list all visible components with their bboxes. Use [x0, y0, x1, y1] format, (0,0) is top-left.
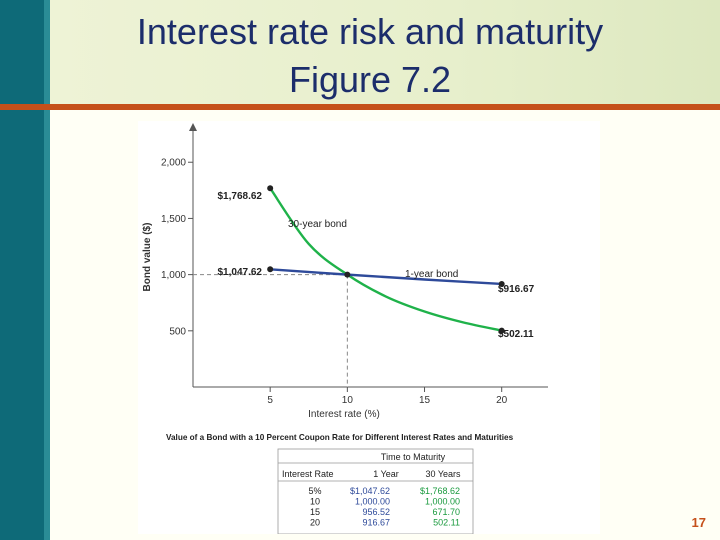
x-tick-label: 15: [419, 395, 431, 406]
table-cell: 502.11: [433, 518, 460, 528]
data-point: [498, 280, 505, 287]
table-col-header: 30 Years: [425, 469, 461, 479]
table-rows: 5% $1,047.62 $1,768.62 10 1,000.00 1,000.00 15…: [308, 486, 460, 528]
table-cell: 916.67: [362, 518, 390, 528]
y-axis-label: Bond value ($): [142, 223, 153, 292]
data-point: [267, 266, 274, 273]
series-line-1-year: [270, 268, 502, 286]
series-label-1-year: 1-year bond: [405, 269, 458, 280]
left-accent-bar: [0, 0, 44, 540]
data-point: [498, 327, 505, 334]
x-axis-label: Interest rate (%): [308, 409, 380, 420]
point-label-1yr-20pct: $916.67: [498, 284, 535, 295]
point-label-30yr-5pct: $1,768.62: [218, 191, 263, 202]
page-number: 17: [691, 515, 706, 530]
y-tick-label: 1,000: [161, 270, 186, 281]
table-cell: 5%: [308, 486, 321, 496]
x-tick-label: 10: [342, 395, 354, 406]
series-line-30-year: [269, 187, 502, 332]
x-tick-label: 5: [267, 395, 273, 406]
title-divider: [0, 104, 720, 110]
y-axis-ticks: 500 1,000 1,500 2,000: [161, 158, 193, 337]
series-label-30-year: 30-year bond: [288, 219, 347, 230]
y-tick-label: 2,000: [161, 158, 186, 169]
x-axis-ticks: 5 10 15 20: [267, 387, 508, 406]
table-col-header: Interest Rate: [282, 469, 334, 479]
left-accent-stripe: [44, 0, 50, 540]
data-point: [344, 271, 351, 278]
table-cell: 10: [310, 497, 320, 507]
table-cell: 15: [310, 507, 320, 517]
slide-subtitle: Figure 7.2: [288, 59, 452, 100]
table-caption: Value of a Bond with a 10 Percent Coupon…: [166, 433, 514, 442]
table-cell: 1,000.00: [425, 497, 460, 507]
y-tick-label: 500: [169, 326, 186, 337]
table-cell: $1,768.62: [420, 486, 460, 496]
table-cell: 20: [310, 518, 320, 528]
title-band: [50, 0, 720, 104]
table-col-header: 1 Year: [373, 469, 399, 479]
values-table: Time to Maturity Interest Rate 1 Year 30…: [277, 448, 474, 535]
table-cell: $1,047.62: [350, 486, 390, 496]
data-points: [267, 185, 505, 334]
y-tick-label: 1,500: [161, 214, 186, 225]
table-cell: 671.70: [432, 507, 460, 517]
series-lines: [269, 187, 502, 332]
table-cell: 956.52: [362, 507, 390, 517]
figure-panel: 500 1,000 1,500 2,000 5 10 15 20 Bond value ($…: [138, 121, 600, 535]
point-label-30yr-20pct: $502.11: [498, 329, 534, 340]
table-group-header: Time to Maturity: [381, 452, 446, 462]
data-point: [267, 185, 274, 192]
point-label-1yr-5pct: $1,047.62: [218, 267, 263, 278]
reference-lines: [193, 274, 348, 387]
slide-title: Interest rate risk and maturity: [136, 11, 604, 52]
table-cell: 1,000.00: [355, 497, 390, 507]
x-tick-label: 20: [496, 395, 508, 406]
